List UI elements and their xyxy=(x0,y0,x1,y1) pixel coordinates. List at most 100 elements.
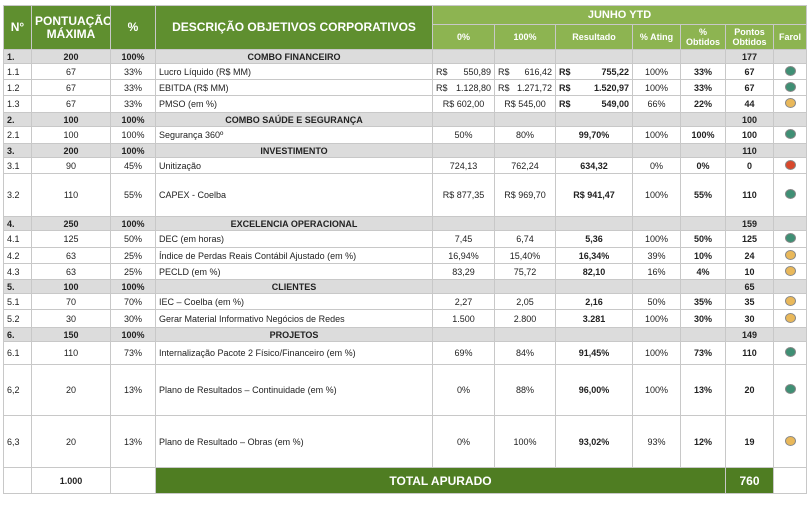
value-cell: 0% xyxy=(432,415,495,468)
value-cell: 3.281 xyxy=(555,309,633,328)
value-part: R$ xyxy=(498,66,510,77)
empty-cell xyxy=(632,216,681,231)
empty-cell xyxy=(772,112,808,127)
section-points: 100 xyxy=(31,112,111,127)
value-cell: 20 xyxy=(725,364,774,416)
value-cell: 6,2 xyxy=(3,364,32,416)
header-cell: PONTUAÇÃO MÁXIMA xyxy=(31,5,111,50)
section-number: 3. xyxy=(3,143,32,158)
section-points: 200 xyxy=(31,49,111,64)
value-cell: 100% xyxy=(632,173,681,217)
header-row: N° PONTUAÇÃO MÁXIMA % DESCRIÇÃO OBJETIVO… xyxy=(3,5,808,50)
status-light xyxy=(784,249,796,260)
value-part: 549,00 xyxy=(601,99,629,109)
value-cell: 100% xyxy=(632,126,681,144)
section-title: EXCELENCIA OPERACIONAL xyxy=(155,216,433,231)
value-cell: 4.3 xyxy=(3,263,32,280)
empty-cell xyxy=(494,216,556,231)
value-cell: 2.1 xyxy=(3,126,32,144)
value-cell: 4.2 xyxy=(3,247,32,264)
farol-cell xyxy=(772,173,808,217)
value-cell: 83,29 xyxy=(432,263,495,280)
value-cell: R$ 549,00 xyxy=(555,95,633,113)
item-row: 1.2 67 33% EBITDA (R$ MM) R$ 1.128,80 R$ 1.271,… xyxy=(3,79,808,96)
value-cell: 20 xyxy=(31,364,111,416)
item-row: 1.3 67 33% PMSO (em %) R$ 602,00 R$ 545,00 R$ 5… xyxy=(3,95,808,113)
value-cell: 1.500 xyxy=(432,309,495,328)
description: EBITDA (R$ MM) xyxy=(155,79,433,96)
value-cell: 100% xyxy=(632,309,681,328)
section-row: 2. 100 100% COMBO SAÚDE E SEGURANÇA 100 xyxy=(3,112,808,127)
empty-cell xyxy=(555,216,633,231)
section-obtained: 149 xyxy=(725,327,774,342)
description: PECLD (em %) xyxy=(155,263,433,280)
value-cell: 66% xyxy=(632,95,681,113)
empty-cell xyxy=(772,216,808,231)
value-cell: 3.2 xyxy=(3,173,32,217)
value-cell: 33% xyxy=(110,79,156,96)
value-cell: 25% xyxy=(110,247,156,264)
value-cell: 125 xyxy=(725,230,774,248)
value-cell: 10 xyxy=(725,263,774,280)
description: DEC (em horas) xyxy=(155,230,433,248)
table-body: N° PONTUAÇÃO MÁXIMA % DESCRIÇÃO OBJETIVO… xyxy=(3,5,808,494)
value-cell: 5.2 xyxy=(3,309,32,328)
section-number: 2. xyxy=(3,112,32,127)
section-points: 150 xyxy=(31,327,111,342)
value-cell: 15,40% xyxy=(494,247,556,264)
empty-cell xyxy=(432,112,495,127)
empty-cell xyxy=(555,143,633,158)
scorecard-table: N° PONTUAÇÃO MÁXIMA % DESCRIÇÃO OBJETIVO… xyxy=(3,5,808,494)
farol-cell xyxy=(772,293,808,310)
empty-cell xyxy=(680,112,726,127)
value-cell: 93,02% xyxy=(555,415,633,468)
description: Gerar Material Informativo Negócios de R… xyxy=(155,309,433,328)
value-part: 550,89 xyxy=(463,66,491,77)
empty-cell xyxy=(680,327,726,342)
value-part: R$ xyxy=(559,66,571,77)
empty-cell xyxy=(432,143,495,158)
empty-cell xyxy=(494,49,556,64)
value-cell: 13% xyxy=(110,364,156,416)
value-part: R$ xyxy=(436,82,448,93)
empty-cell xyxy=(432,216,495,231)
value-cell: 6.1 xyxy=(3,341,32,365)
empty-cell xyxy=(680,216,726,231)
value-cell: 50% xyxy=(680,230,726,248)
period-header: JUNHO YTD xyxy=(431,5,808,25)
description: Unitização xyxy=(155,157,433,174)
currency-value: R$ 549,00 xyxy=(559,99,629,109)
empty-cell xyxy=(432,279,495,294)
value-cell: 13% xyxy=(680,364,726,416)
value-part: R$ xyxy=(559,82,571,93)
status-light xyxy=(784,347,796,357)
value-cell: 20 xyxy=(31,415,111,468)
value-cell: R$ 616,42 xyxy=(494,63,556,80)
status-light xyxy=(784,312,796,323)
value-cell: 67 xyxy=(725,63,774,80)
value-cell: 33% xyxy=(110,63,156,80)
value-cell: 1.2 xyxy=(3,79,32,96)
farol-cell xyxy=(772,341,808,365)
section-obtained: 159 xyxy=(725,216,774,231)
value-cell: 4% xyxy=(680,263,726,280)
value-cell: 2,05 xyxy=(494,293,556,310)
farol-cell xyxy=(772,126,808,144)
value-cell: 100% xyxy=(494,415,556,468)
item-row: 4.3 63 25% PECLD (em %) 83,29 75,72 82,10 16% 4%… xyxy=(3,263,808,280)
value-cell: 73% xyxy=(680,341,726,365)
value-part: 1.271,72 xyxy=(516,82,552,93)
status-light xyxy=(784,98,796,108)
item-row: 6,2 20 13% Plano de Resultados – Continuida… xyxy=(3,364,808,416)
status-light xyxy=(784,129,796,139)
item-row: 1.1 67 33% Lucro Líquido (R$ MM) R$ 550,89 R$ 6… xyxy=(3,63,808,80)
value-cell: 110 xyxy=(725,341,774,365)
item-row: 6.1 110 73% Internalização Pacote 2 Físico/… xyxy=(3,341,808,365)
value-cell: 44 xyxy=(725,95,774,113)
section-points: 100 xyxy=(31,279,111,294)
value-cell: 55% xyxy=(680,173,726,217)
header-cell: N° xyxy=(3,5,32,50)
value-cell: 0 xyxy=(725,157,774,174)
empty-cell xyxy=(772,279,808,294)
